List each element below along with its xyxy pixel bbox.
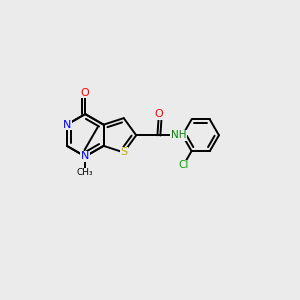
Text: CH₃: CH₃: [77, 168, 94, 177]
Text: O: O: [154, 109, 163, 119]
Text: S: S: [120, 147, 127, 158]
Text: NH: NH: [171, 130, 186, 140]
Text: O: O: [81, 88, 90, 98]
Text: N: N: [63, 120, 71, 130]
Text: Cl: Cl: [178, 160, 189, 170]
Text: N: N: [81, 152, 89, 161]
